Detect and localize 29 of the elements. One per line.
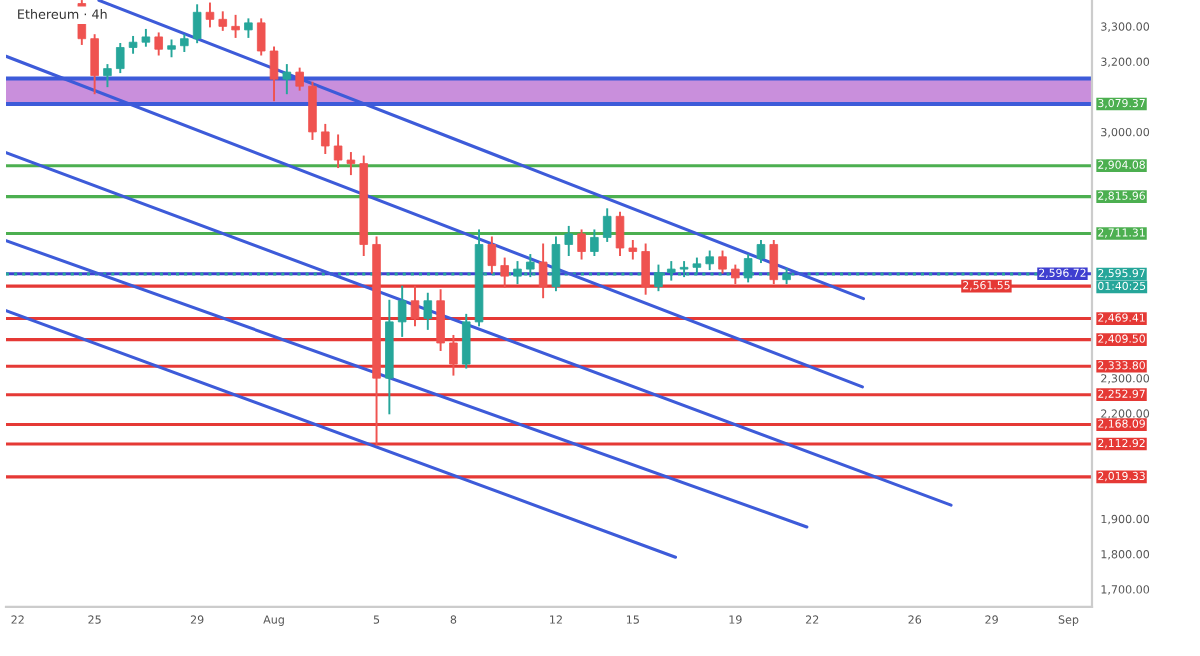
candlestick	[269, 46, 279, 102]
candlestick	[487, 236, 497, 274]
candlestick	[308, 81, 317, 140]
candlestick	[256, 18, 266, 56]
candlestick	[192, 4, 202, 44]
candlestick	[602, 208, 612, 242]
candlestick	[397, 285, 407, 337]
candlestick	[423, 292, 433, 330]
candlestick	[116, 43, 125, 74]
candlestick	[718, 250, 727, 274]
candlestick	[436, 289, 445, 351]
candlestick	[205, 2, 215, 28]
candlestick	[769, 239, 779, 285]
candlestick	[538, 243, 548, 299]
candlestick	[577, 229, 586, 260]
candlestick	[282, 64, 292, 95]
candlestick	[231, 14, 240, 38]
candlestick	[321, 123, 330, 154]
candlestick	[590, 229, 599, 256]
candlestick	[449, 334, 458, 376]
candlestick	[564, 225, 574, 256]
candlestick	[90, 34, 99, 95]
candlestick	[154, 32, 163, 56]
candlestick	[295, 67, 304, 91]
candlestick	[500, 257, 509, 288]
candlestick	[103, 64, 112, 88]
candlestick	[461, 313, 471, 369]
candlestick	[641, 243, 650, 295]
candlestick	[410, 285, 420, 327]
